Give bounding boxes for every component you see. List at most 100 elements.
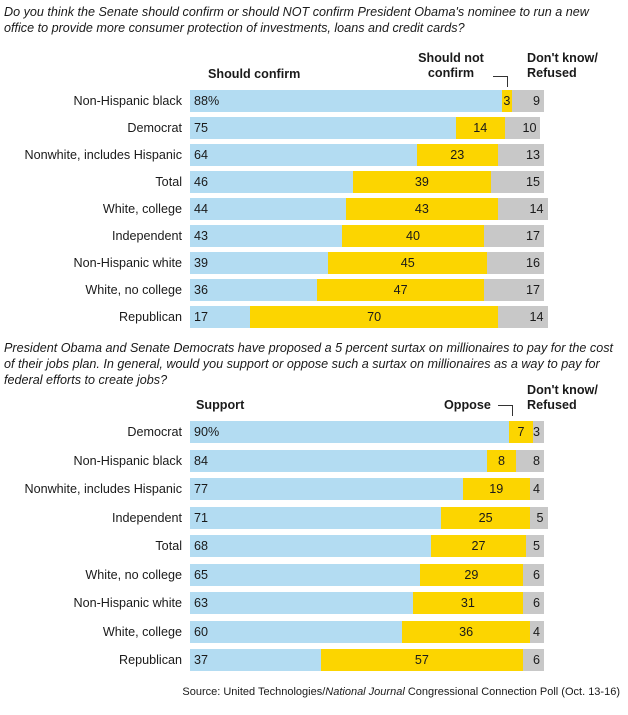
category-label: Nonwhite, includes Hispanic: [24, 148, 182, 162]
data-label-2: 8: [498, 453, 506, 468]
data-label-1: 88%: [194, 94, 220, 108]
bar-segment-1: [190, 252, 329, 274]
bar-segment-1: [190, 90, 502, 112]
bar-segment-1: [190, 478, 463, 500]
data-label-2: 31: [460, 596, 475, 610]
bar-segment-1: [190, 563, 421, 586]
category-label: White, no college: [85, 283, 182, 297]
data-label-2: 23: [450, 148, 465, 162]
chart1-header-bracket: [493, 76, 508, 87]
data-label-1: 63: [194, 596, 209, 610]
data-label-3: 6: [532, 653, 540, 667]
chart1-row: Republican 17 70 14: [0, 306, 628, 328]
data-label-3: 4: [532, 482, 540, 496]
bar-segment-3: [529, 478, 544, 500]
chart1-question-title: Do you think the Senate should confirm o…: [4, 5, 589, 35]
bar-segment-3: [497, 306, 548, 328]
category-label: White, no college: [85, 567, 182, 582]
source-note: Source: United Technologies/National Jou…: [182, 686, 620, 698]
bar-segment-1: [190, 306, 251, 328]
data-label-1: 17: [194, 310, 209, 324]
bar-segment-2: [501, 90, 513, 112]
data-label-2: 36: [459, 624, 474, 639]
data-label-2: 25: [478, 510, 493, 525]
chart2-header-bracket: [498, 405, 513, 416]
bar-segment-2: [487, 449, 516, 472]
chart2-question-title: President Obama and Senate Democrats hav…: [4, 341, 614, 387]
data-label-3: 15: [525, 175, 540, 189]
data-label-2: 47: [393, 283, 408, 297]
data-label-1: 43: [194, 229, 209, 243]
chart1-header-should-not-confirm: Should not confirm: [418, 51, 484, 80]
bar-segment-3: [533, 421, 544, 443]
bar-segment-2: [342, 225, 484, 247]
data-label-2: 27: [471, 539, 486, 553]
bar-segment-2: [416, 144, 498, 166]
bar-segment-3: [529, 620, 544, 643]
bar-segment-1: [190, 506, 442, 529]
bar-segment-1: [190, 449, 488, 472]
chart1-row: Nonwhite, includes Hispanic 64 23 13: [0, 144, 628, 166]
bar-segment-1: [190, 279, 318, 301]
category-label: Republican: [118, 653, 182, 667]
bar-segment-3: [529, 506, 548, 529]
data-label-3: 16: [525, 256, 540, 270]
data-label-2: 14: [473, 121, 488, 135]
bar-segment-2: [508, 421, 534, 443]
bar-segment-2: [320, 649, 523, 671]
data-label-3: 17: [525, 283, 540, 297]
data-label-1: 46: [194, 175, 209, 189]
chart2-row: Non-Hispanic white 63 31 6: [0, 592, 628, 614]
data-label-3: 8: [532, 453, 540, 468]
category-label: Independent: [111, 510, 182, 525]
bar-segment-2: [430, 535, 527, 557]
bar-segment-1: [190, 225, 343, 247]
bar-segment-1: [190, 198, 346, 220]
data-label-3: 4: [532, 624, 540, 639]
category-label: Independent: [111, 229, 182, 243]
bar-segment-1: [190, 535, 431, 557]
data-label-3: 14: [529, 202, 544, 216]
bar-segment-3: [490, 171, 544, 193]
bar-segment-1: [190, 649, 321, 671]
chart1-row: White, no college 36 47 17: [0, 279, 628, 301]
category-label: Non-Hispanic black: [73, 94, 183, 108]
category-label: Non-Hispanic white: [73, 596, 183, 610]
bar-segment-3: [483, 279, 544, 301]
bar-segment-2: [420, 563, 523, 586]
chart1-row: Non-Hispanic black 88% 3 9: [0, 90, 628, 112]
category-label: Total: [155, 539, 182, 553]
bar-segment-3: [497, 144, 544, 166]
chart2-row: Non-Hispanic black 84 8 8: [0, 449, 628, 472]
bar-segment-2: [455, 117, 506, 139]
category-label: White, college: [102, 202, 182, 216]
data-label-2: 57: [414, 653, 429, 667]
data-label-3: 10: [522, 121, 537, 135]
bar-segment-1: [190, 421, 509, 443]
data-label-1: 64: [194, 148, 209, 162]
chart1-row: Total 46 39 15: [0, 171, 628, 193]
data-label-1: 75: [194, 121, 209, 135]
chart2-row: White, college 60 36 4: [0, 620, 628, 643]
bar-segment-1: [190, 171, 353, 193]
data-label-1: 71: [194, 510, 209, 525]
data-label-1: 60: [194, 624, 209, 639]
category-label: Nonwhite, includes Hispanic: [24, 482, 182, 496]
data-label-3: 17: [525, 229, 540, 243]
chart1-row: Non-Hispanic white 39 45 16: [0, 252, 628, 274]
data-label-1: 65: [194, 567, 209, 582]
category-label: Republican: [118, 310, 182, 324]
chart2-row: Republican 37 57 6: [0, 649, 628, 671]
bar-segment-2: [317, 279, 484, 301]
data-label-2: 43: [414, 202, 429, 216]
chart1-header-should-confirm: Should confirm: [208, 67, 301, 81]
chart2-header-support: Support: [196, 398, 245, 412]
bar-segment-3: [483, 225, 544, 247]
bar-segment-2: [441, 506, 530, 529]
bar-segment-1: [190, 144, 417, 166]
category-label: Democrat: [127, 425, 182, 439]
category-label: White, college: [102, 624, 182, 639]
bar-segment-2: [328, 252, 488, 274]
data-label-3: 5: [532, 539, 540, 553]
chart2-row: White, no college 65 29 6: [0, 563, 628, 586]
